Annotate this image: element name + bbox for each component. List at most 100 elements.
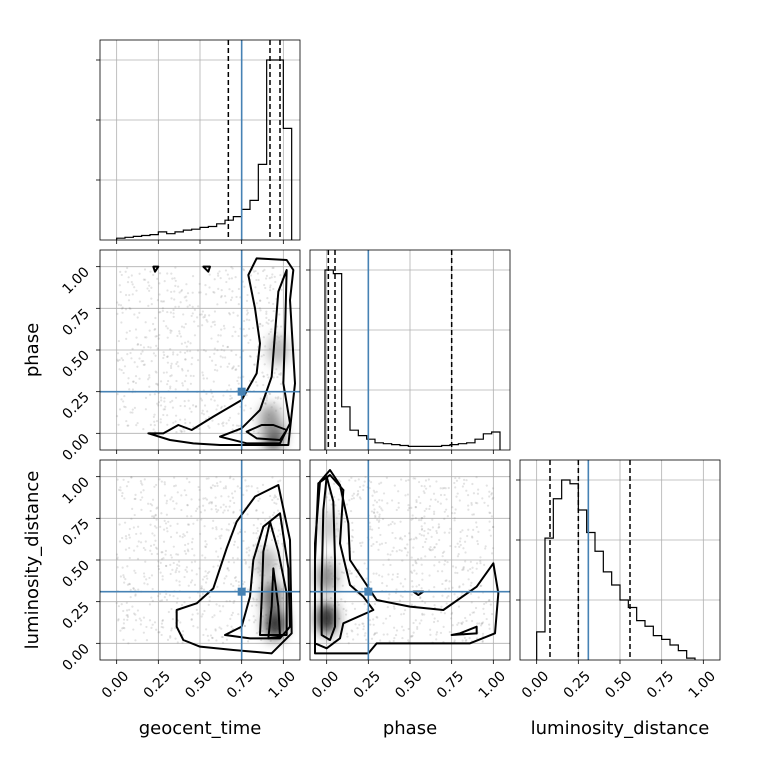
panel-geocent-time-vs-luminosity-distance-sample <box>156 506 159 509</box>
panel-geocent-time-vs-phase-sample <box>192 425 195 428</box>
panel-geocent-time-vs-luminosity-distance-sample <box>149 502 152 506</box>
panel-geocent-time-vs-phase-sample <box>133 286 136 289</box>
panel-geocent-time-vs-phase-sample <box>159 396 163 399</box>
panel-phase-vs-luminosity-distance-sample <box>431 518 434 521</box>
panel-geocent-time-vs-phase-sample <box>237 424 240 427</box>
panel-phase-vs-luminosity-distance-sample <box>400 538 404 541</box>
panel-geocent-time-vs-phase-sample <box>143 363 146 366</box>
panel-geocent-time-vs-phase-sample <box>154 316 157 320</box>
panel-geocent-time-vs-phase-sample <box>272 287 275 291</box>
panel-geocent-time-vs-phase-sample <box>182 326 186 329</box>
panel-geocent-time-vs-phase-sample <box>280 288 283 291</box>
panel-geocent-time-vs-phase-sample <box>185 283 188 286</box>
panel-geocent-time-vs-phase-sample <box>217 287 220 290</box>
panel-geocent-time-vs-phase-sample <box>157 401 161 404</box>
panel-phase-vs-luminosity-distance-sample <box>451 586 454 589</box>
panel-geocent-time-vs-phase-sample <box>155 371 158 374</box>
panel-geocent-time-vs-luminosity-distance-sample <box>175 553 178 556</box>
panel-geocent-time-vs-phase-sample <box>118 284 121 287</box>
panel-geocent-time-vs-luminosity-distance-sample <box>202 497 205 500</box>
panel-phase-vs-luminosity-distance-sample <box>453 593 456 596</box>
panel-geocent-time-vs-luminosity-distance-sample <box>222 582 226 585</box>
panel-phase-vs-luminosity-distance-sample <box>373 632 376 635</box>
panel-phase-vs-luminosity-distance-sample <box>424 540 427 544</box>
panel-geocent-time-vs-phase-sample <box>232 424 235 427</box>
panel-geocent-time-vs-phase-sample <box>150 360 153 363</box>
panel-phase-vs-luminosity-distance-sample <box>412 538 416 541</box>
panel-phase-vs-luminosity-distance-sample <box>389 563 392 567</box>
panel-geocent-time-vs-luminosity-distance-sample <box>122 638 125 641</box>
panel-geocent-time-vs-phase-sample <box>183 351 187 354</box>
panel-phase-vs-luminosity-distance-sample <box>393 522 396 525</box>
panel-phase-vs-luminosity-distance-sample <box>491 487 495 490</box>
panel-geocent-time-vs-phase-sample <box>120 307 124 310</box>
panel-geocent-time-vs-phase-sample <box>219 355 222 358</box>
panel-geocent-time-vs-phase-sample <box>180 342 183 345</box>
hist-luminosity-distance-xtick-label-3: 0.75 <box>644 668 677 701</box>
panel-geocent-time-vs-phase-sample <box>268 276 271 280</box>
panel-geocent-time-vs-phase-sample <box>231 335 234 338</box>
panel-geocent-time-vs-luminosity-distance-sample <box>133 612 136 615</box>
panel-phase-vs-luminosity-distance-sample <box>344 600 347 603</box>
panel-phase-vs-luminosity-distance-sample <box>451 624 454 627</box>
panel-phase-vs-luminosity-distance-sample <box>363 602 366 606</box>
panel-geocent-time-vs-luminosity-distance-sample <box>133 513 136 517</box>
panel-geocent-time-vs-phase-sample <box>150 297 153 300</box>
panel-phase-vs-luminosity-distance-sample <box>385 476 388 479</box>
panel-geocent-time-vs-phase-sample <box>232 311 235 314</box>
panel-geocent-time-vs-phase-sample <box>197 305 200 308</box>
panel-phase-vs-luminosity-distance-sample <box>464 616 467 620</box>
panel-geocent-time-vs-phase-sample <box>193 320 196 323</box>
panel-phase-vs-luminosity-distance-sample <box>350 539 354 542</box>
panel-geocent-time-vs-luminosity-distance-sample <box>201 554 204 557</box>
panel-geocent-time-vs-luminosity-distance-sample <box>211 527 214 530</box>
panel-geocent-time-vs-luminosity-distance-sample <box>121 492 124 495</box>
panel-phase-vs-luminosity-distance-sample <box>470 503 473 506</box>
panel-geocent-time-vs-luminosity-distance-sample <box>252 543 255 547</box>
panel-phase-vs-luminosity-distance-sample <box>488 627 491 630</box>
panel-geocent-time-vs-luminosity-distance-sample <box>171 568 174 571</box>
panel-geocent-time-vs-phase-sample <box>174 396 178 399</box>
panel-geocent-time-vs-phase-sample <box>171 277 174 280</box>
panel-geocent-time-vs-phase-sample <box>131 408 134 411</box>
panel-phase-vs-luminosity-distance-sample <box>443 612 446 615</box>
panel-phase-vs-luminosity-distance-sample <box>477 596 480 599</box>
panel-geocent-time-vs-luminosity-distance-sample <box>189 581 193 584</box>
panel-geocent-time-vs-phase-sample <box>229 298 233 302</box>
panel-geocent-time-vs-luminosity-distance-sample <box>131 507 134 510</box>
panel-geocent-time-vs-luminosity-distance-sample <box>152 515 155 518</box>
panel-geocent-time-vs-luminosity-distance-sample <box>198 594 202 598</box>
panel-geocent-time-vs-phase-sample <box>126 266 129 270</box>
panel-geocent-time-vs-luminosity-distance-sample <box>213 614 216 617</box>
panel-geocent-time-vs-luminosity-distance-sample <box>163 519 166 523</box>
panel-geocent-time-vs-luminosity-distance-sample <box>214 629 217 632</box>
panel-geocent-time-vs-phase-sample <box>278 313 281 316</box>
panel-phase-vs-luminosity-distance-sample <box>454 476 457 480</box>
panel-geocent-time-vs-luminosity-distance-sample <box>200 585 203 588</box>
panel-geocent-time-vs-phase-sample <box>154 335 157 338</box>
panel-geocent-time-vs-phase-sample <box>258 322 262 325</box>
panel-phase-vs-luminosity-distance-sample <box>444 508 448 511</box>
panel-geocent-time-vs-luminosity-distance-sample <box>243 580 246 584</box>
panel-geocent-time-vs-luminosity-distance-sample <box>224 485 227 488</box>
panel-geocent-time-vs-phase-sample <box>216 340 219 343</box>
panel-phase-vs-luminosity-distance-sample <box>353 607 357 610</box>
panel-geocent-time-vs-luminosity-distance-sample <box>125 537 128 540</box>
panel-geocent-time-vs-phase-sample <box>226 345 229 349</box>
panel-geocent-time-vs-phase-sample <box>245 334 248 337</box>
panel-geocent-time-vs-phase-sample <box>116 301 119 304</box>
panel-phase-vs-luminosity-distance-sample <box>445 596 449 599</box>
panel-geocent-time-vs-luminosity-distance-sample <box>223 509 226 512</box>
panel-geocent-time-vs-luminosity-distance-sample <box>136 545 139 548</box>
ylabel-phase: phase <box>22 323 43 377</box>
hist-luminosity-distance-xtick-label-0: 0.00 <box>519 668 552 701</box>
panel-phase-vs-luminosity-distance-sample <box>429 528 432 532</box>
panel-geocent-time-vs-luminosity-distance-sample <box>183 550 186 553</box>
panel-geocent-time-vs-phase-sample <box>179 351 182 354</box>
panel-phase-vs-luminosity-distance-sample <box>389 523 392 526</box>
panel-geocent-time-vs-luminosity-distance-sample <box>205 477 208 480</box>
panel-geocent-time-vs-luminosity-distance-sample <box>220 635 223 639</box>
panel-geocent-time-vs-phase-sample <box>155 419 159 423</box>
panel-phase-vs-luminosity-distance-sample <box>454 566 458 569</box>
panel-geocent-time-vs-luminosity-distance-sample <box>134 493 137 496</box>
